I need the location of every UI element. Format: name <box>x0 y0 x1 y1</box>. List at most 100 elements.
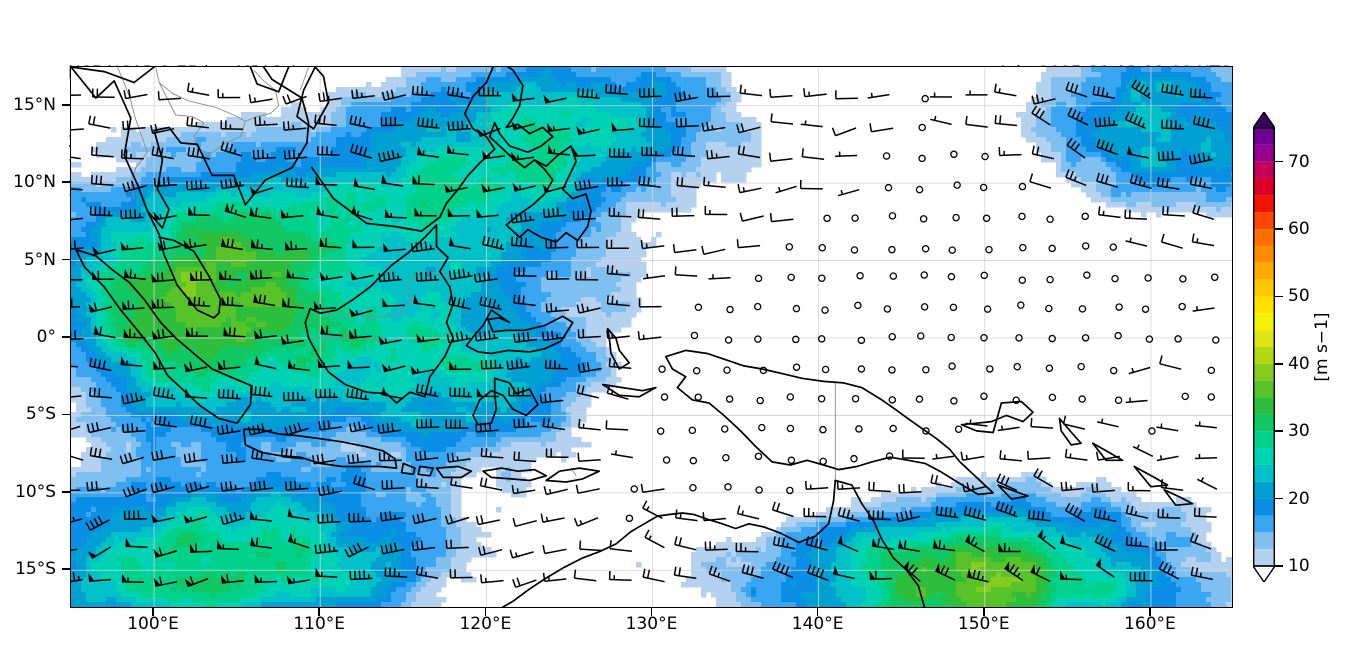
wind-barb <box>888 366 896 374</box>
wind-barb <box>120 355 143 367</box>
colorbar-tick-mark <box>1275 565 1283 567</box>
wind-barb <box>122 120 146 131</box>
wind-barb <box>249 385 273 398</box>
wind-barb <box>347 359 370 369</box>
wind-barb <box>316 205 339 219</box>
wind-barb <box>1192 204 1215 221</box>
wind-barb <box>317 358 341 369</box>
x-tick-mark <box>484 608 487 616</box>
wind-barb <box>947 272 956 281</box>
wind-barb <box>1091 483 1115 493</box>
wind-barb <box>888 245 896 254</box>
wind-barb <box>919 215 928 223</box>
wind-barb <box>415 565 439 579</box>
wind-barb <box>737 184 762 194</box>
wind-barb <box>378 452 402 462</box>
wind-barb <box>823 214 831 223</box>
wind-barb <box>344 542 369 558</box>
wind-barb <box>350 143 373 159</box>
wind-barb <box>71 572 83 583</box>
wind-barb <box>89 357 112 372</box>
wind-barb <box>122 300 145 311</box>
wind-barb <box>444 183 468 193</box>
y-tick-label: 10°S <box>15 481 56 502</box>
wind-barb <box>692 367 701 375</box>
wind-barb <box>184 576 209 588</box>
wind-barb <box>479 477 503 491</box>
wind-barb <box>630 485 638 493</box>
wind-barb <box>347 453 372 465</box>
wind-barb <box>857 365 866 373</box>
wind-barb <box>280 334 304 345</box>
wind-barb <box>606 265 630 276</box>
wind-barb <box>980 333 988 342</box>
wind-barb <box>835 151 858 157</box>
x-tick-label: 100°E <box>127 614 179 634</box>
wind-barb <box>249 186 274 196</box>
wind-barb <box>980 392 988 401</box>
y-tick-label: 5°S <box>25 404 56 425</box>
wind-barb <box>250 238 273 251</box>
wind-barb <box>674 509 698 522</box>
wind-barb <box>770 113 794 125</box>
wind-barb <box>985 245 993 254</box>
wind-barb <box>1125 536 1149 548</box>
wind-barb <box>120 149 144 160</box>
wind-barb <box>576 126 600 136</box>
wind-barb <box>122 485 148 498</box>
wind-barb <box>318 420 343 431</box>
wind-barb <box>511 92 535 102</box>
wind-barb <box>314 114 337 127</box>
wind-barb <box>125 537 148 548</box>
wind-barb <box>918 123 926 132</box>
wind-barb <box>835 90 858 100</box>
wind-barb <box>851 394 860 403</box>
wind-barb <box>349 308 373 318</box>
wind-barb <box>787 273 795 282</box>
wind-barb <box>965 115 988 128</box>
x-tick-mark <box>152 608 154 616</box>
wind-barb <box>933 539 955 552</box>
wind-barb <box>577 452 601 462</box>
wind-barb <box>417 117 440 130</box>
wind-barb <box>915 185 924 194</box>
wind-barb <box>803 88 827 98</box>
wind-barb <box>121 392 146 405</box>
wind-barb <box>475 422 499 433</box>
wind-barb <box>1093 508 1117 523</box>
colorbar-tick-label: 70 <box>1288 151 1310 172</box>
wind-barb <box>800 120 823 128</box>
wind-barb <box>722 453 730 462</box>
wind-barb <box>473 271 498 283</box>
wind-barb <box>1046 215 1054 224</box>
wind-barb <box>380 542 405 555</box>
wind-barb <box>254 355 277 370</box>
wind-barb <box>799 179 823 190</box>
x-tick-label: 150°E <box>957 614 1010 634</box>
wind-barb <box>411 85 435 97</box>
wind-barb <box>920 271 928 279</box>
wind-barb <box>792 335 800 344</box>
wind-barb <box>477 545 503 556</box>
wind-barb <box>948 362 956 370</box>
wind-barb <box>1190 566 1214 581</box>
wind-barb <box>384 208 407 219</box>
wind-barb <box>930 474 953 489</box>
wind-barb <box>574 179 599 191</box>
wind-barb <box>412 512 437 525</box>
wind-barb <box>739 84 763 97</box>
colorbar-tick-label: 10 <box>1288 556 1310 576</box>
wind-barb <box>1109 243 1118 251</box>
wind-barb <box>445 539 469 550</box>
colorbar-label: [m s−1] <box>1312 312 1332 382</box>
wind-barb <box>123 268 146 281</box>
wind-barb <box>690 331 699 340</box>
wind-barb <box>882 152 891 160</box>
wind-barb <box>414 450 439 462</box>
wind-barb <box>539 393 564 404</box>
wind-barb <box>1031 94 1056 105</box>
wind-barb <box>708 565 731 582</box>
wind-barb <box>998 543 1021 553</box>
wind-barb <box>446 331 471 344</box>
